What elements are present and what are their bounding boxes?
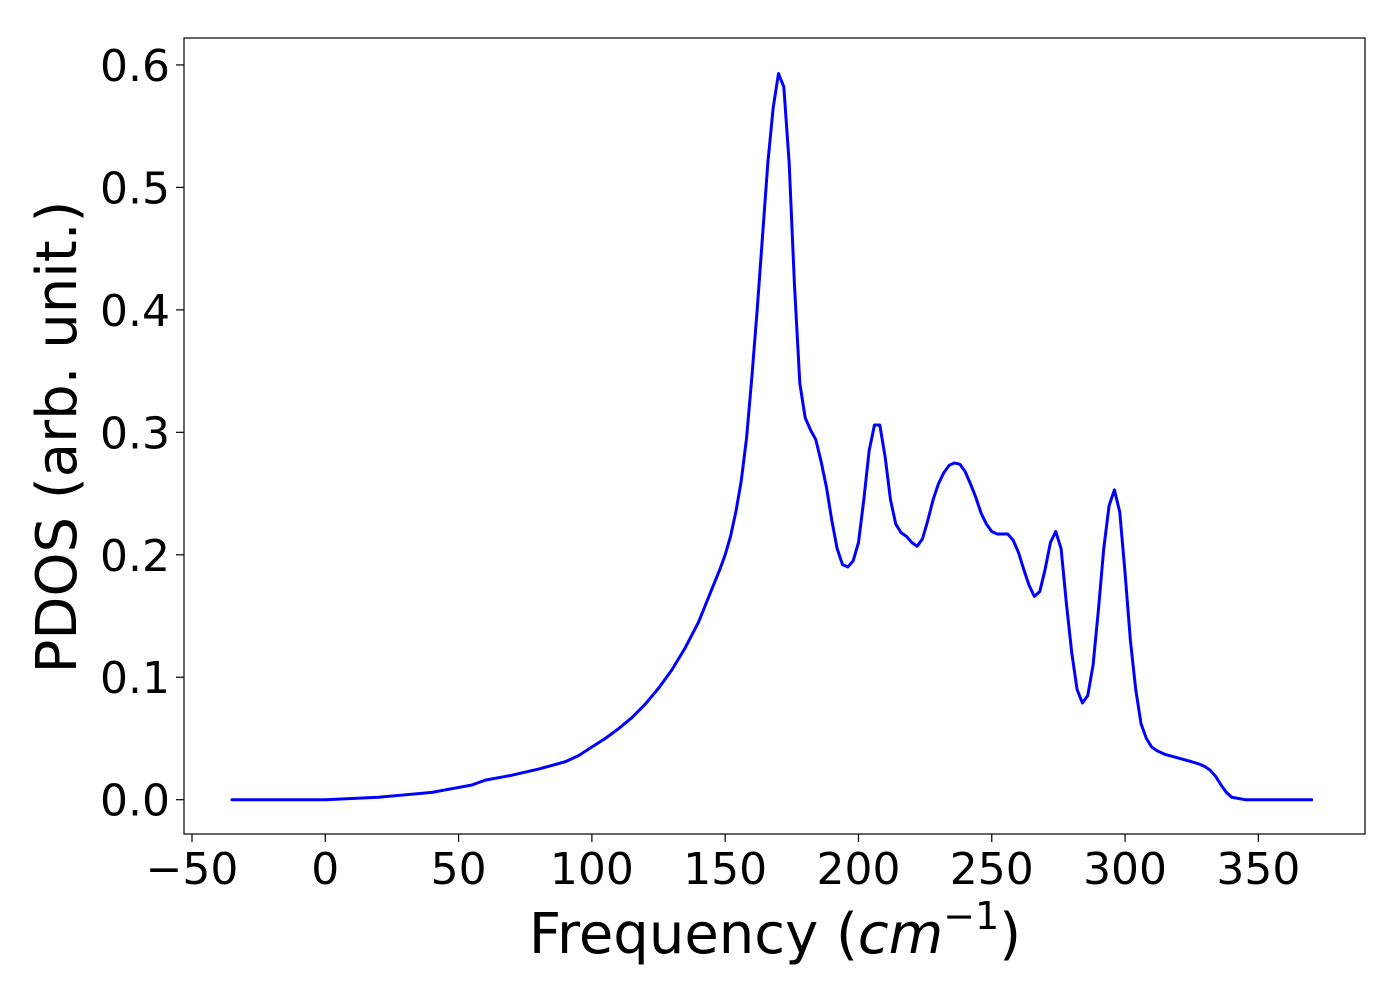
y-tick-label: 0.4 <box>100 286 170 337</box>
plot-area <box>183 37 1366 835</box>
y-tick-label: 0.5 <box>100 163 170 214</box>
series-line-0 <box>230 72 1314 802</box>
y-tick-label: 0.6 <box>100 41 170 92</box>
y-axis: 0.0 0.1 0.2 0.3 0.4 0.5 0.6 <box>100 41 184 827</box>
plot-frame <box>183 37 1366 835</box>
y-tick-label: 0.0 <box>100 776 170 827</box>
x-tick-label: 200 <box>816 844 900 895</box>
x-axis: −50 0 50 100 150 200 250 300 350 <box>146 834 1300 895</box>
y-tick-label: 0.3 <box>100 408 170 459</box>
x-tick-label: 150 <box>683 844 767 895</box>
x-tick-label: 350 <box>1216 844 1300 895</box>
x-axis-title-unit: cm <box>858 902 943 967</box>
x-tick-label: 250 <box>950 844 1034 895</box>
x-tick-label: 50 <box>431 844 487 895</box>
x-axis-title-exponent: −1 <box>943 894 999 938</box>
x-axis-title-prefix: Frequency ( <box>529 902 858 967</box>
x-tick-label: 300 <box>1083 844 1167 895</box>
x-tick-label: −50 <box>146 844 239 895</box>
x-tick-label: 100 <box>550 844 634 895</box>
x-axis-title: Frequency (cm−1) <box>529 894 1021 967</box>
x-axis-title-suffix: ) <box>999 902 1021 967</box>
y-axis-title: PDOS (arb. unit.) <box>25 201 90 674</box>
y-tick-label: 0.2 <box>100 531 170 582</box>
y-tick-label: 0.1 <box>100 653 170 704</box>
x-tick-label: 0 <box>311 844 339 895</box>
